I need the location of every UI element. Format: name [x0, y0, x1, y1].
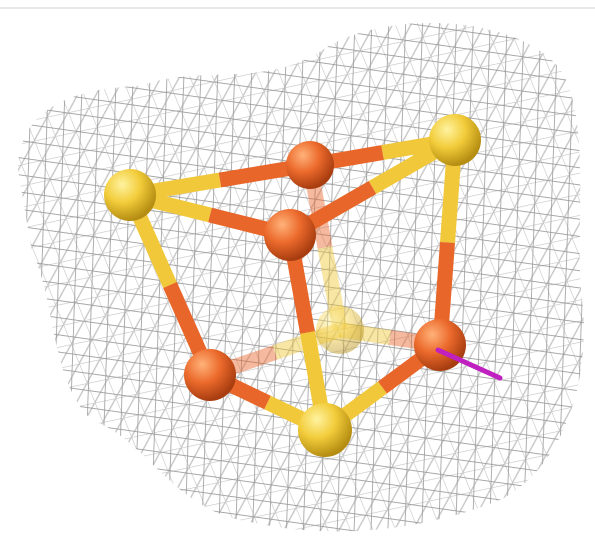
- iron-atom: [286, 141, 334, 189]
- ligand-stick: [435, 347, 503, 381]
- sulfur-atom: [104, 169, 156, 221]
- sulfur-atom: [429, 114, 481, 166]
- iron-atom: [184, 349, 236, 401]
- iron-atom: [414, 319, 466, 371]
- sulfur-atom: [316, 306, 364, 354]
- sulfur-atom: [298, 403, 352, 457]
- iron-atom: [264, 209, 316, 261]
